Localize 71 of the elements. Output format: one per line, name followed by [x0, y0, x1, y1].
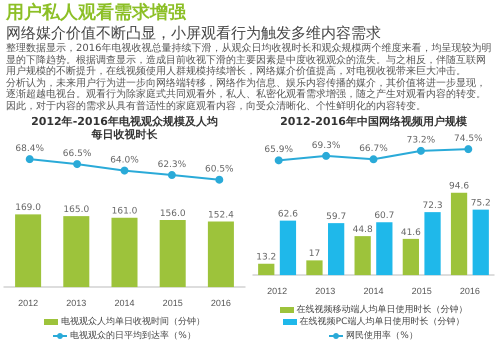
data-label: 41.6: [400, 228, 422, 238]
point: [120, 166, 128, 175]
x-tick-label: 2015: [412, 286, 432, 296]
data-label: 65.9%: [264, 145, 294, 156]
bar: [424, 212, 441, 276]
data-label: 59.7: [326, 212, 346, 222]
chart-title: 2012年-2016年电视观众规模及人均每日收视时长: [30, 115, 219, 141]
bar: [63, 216, 90, 288]
data-label: 94.6: [449, 182, 470, 192]
legend-label: 在线视频PC端人均单日使用时长（分钟）: [300, 317, 464, 327]
legend-label: 电视观众的日平均到达率（%）: [70, 331, 196, 341]
data-label: 60.7: [374, 211, 394, 222]
bar: [15, 214, 42, 288]
text: 整理数据显示，2016年电视收视总量持续下滑，从观众日均收视时长和观众规模两个维度来看，均呈现较为明显的下降趋势。根据调查显示，造成目前收视下滑的主要因素是中度收视观众的流失。与之相反，伴随互联网用户规模的不断提升，在线视频使用人群规模持续增长，网络媒介价值提高，对电视收视带来巨大冲击。: [6, 43, 492, 78]
data-label: 69.3%: [312, 140, 341, 151]
bar: [450, 192, 468, 276]
x-tick-label: 2013: [315, 286, 336, 296]
data-label: 152.4: [208, 210, 234, 220]
point: [26, 155, 34, 164]
x-tick-label: 2012: [267, 286, 288, 296]
bar: [208, 222, 234, 288]
bar: [111, 218, 138, 288]
x-tick-label: 2014: [114, 298, 135, 308]
bar: [402, 238, 419, 276]
bar: [306, 260, 323, 276]
data-label: 165.0: [63, 204, 90, 215]
data-label: 75.2: [470, 198, 491, 208]
data-label: 169.0: [15, 203, 42, 214]
legend-label: 电视观众人均单日收视时间（分钟）: [61, 317, 205, 327]
legend-label: 网民使用率（%）: [346, 331, 418, 341]
data-label: 156.0: [160, 208, 186, 219]
data-label: 44.8: [352, 224, 373, 235]
point: [370, 155, 378, 164]
data-label: 68.4%: [15, 144, 44, 154]
data-label: 161.0: [112, 206, 138, 217]
data-label: 17: [308, 249, 320, 260]
point: [168, 171, 176, 180]
x-tick-label: 2016: [460, 286, 480, 296]
data-label: 60.5%: [205, 164, 234, 175]
point: [322, 152, 330, 160]
x-tick-label: 2016: [210, 298, 231, 308]
x-tick-label: 2014: [363, 286, 384, 296]
point: [215, 176, 224, 184]
bar: [280, 220, 296, 276]
data-label: 66.5%: [62, 148, 92, 159]
data-label: 62.3%: [158, 160, 187, 170]
data-label: 73.2%: [406, 136, 436, 146]
data-label: 13.2: [256, 252, 276, 263]
text: 用户私人观看需求增强: [6, 2, 188, 24]
bar: [376, 222, 392, 276]
data-label: 64.0%: [110, 155, 140, 166]
text: 分析认为，未来用户行为进一步向网络端转移，网络作为信息、娱乐内容传播的媒介，其价值将进一步显现，逐渐超越电视台。观看行为除家庭式共同观看外，私人、私密化观看需求增强，随之产生对观看内容的转变。因此，对于内容的需求从具有普适性的家庭观看内容，向受众清晰化、个性鲜明化的内容转变。: [6, 78, 487, 112]
bar: [472, 210, 489, 276]
bar: [160, 220, 186, 288]
x-tick-label: 2013: [66, 298, 86, 308]
point: [274, 156, 283, 164]
x-tick-label: 2012: [18, 298, 38, 308]
text: 网络媒介价值不断凸显，小屏观看行为触发多维内容需求: [6, 24, 382, 42]
data-label: 74.5%: [454, 134, 484, 144]
data-label: 66.7%: [359, 144, 388, 154]
bar: [354, 236, 371, 276]
chart-title: 2012-2016年中国网络视频用户规模: [279, 115, 468, 128]
x-tick-label: 2015: [162, 298, 183, 308]
bar: [258, 264, 274, 276]
data-label: 62.6: [278, 209, 298, 220]
point: [416, 146, 425, 155]
bar: [328, 223, 344, 276]
legend-label: 在线视频移动端人均单日使用时长（分钟）: [296, 305, 468, 315]
point: [73, 160, 82, 168]
point: [464, 145, 472, 154]
data-label: 72.3: [422, 201, 443, 211]
